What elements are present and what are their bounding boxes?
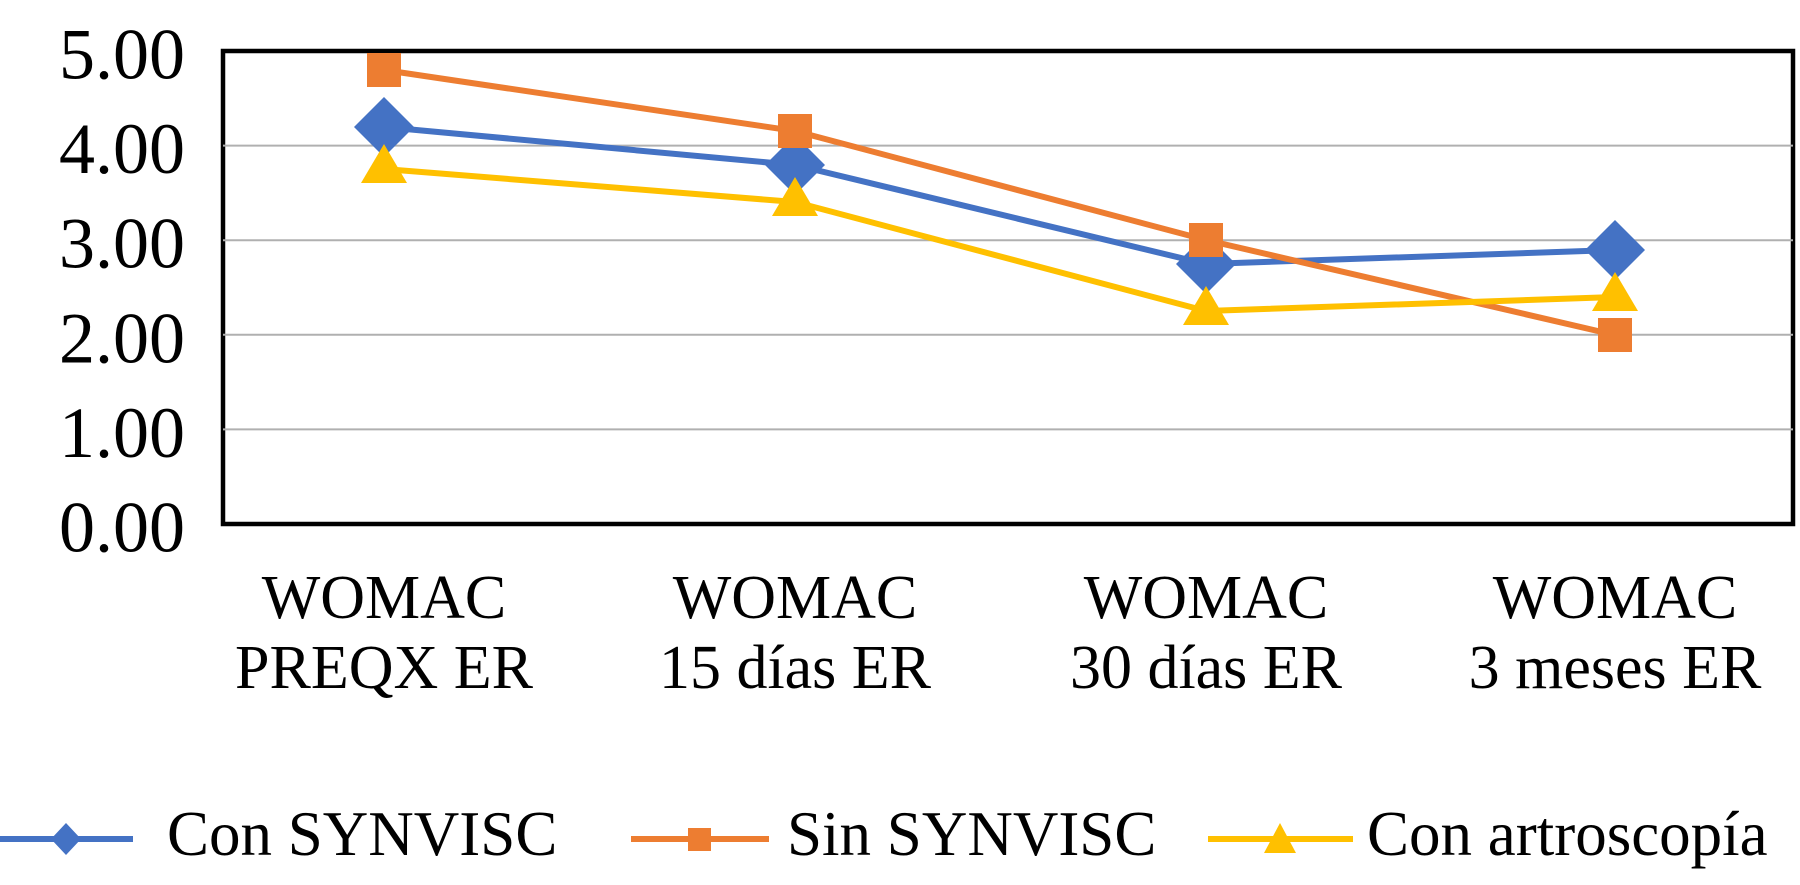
svg-text:Sin SYNVISC: Sin SYNVISC xyxy=(787,799,1156,869)
svg-text:4.00: 4.00 xyxy=(59,109,185,189)
svg-text:WOMAC: WOMAC xyxy=(1493,564,1738,632)
svg-text:WOMAC: WOMAC xyxy=(673,564,918,632)
svg-text:15 días ER: 15 días ER xyxy=(659,634,932,702)
svg-text:Con SYNVISC: Con SYNVISC xyxy=(167,799,557,869)
svg-text:Con artroscopía: Con artroscopía xyxy=(1367,799,1768,869)
svg-text:5.00: 5.00 xyxy=(59,15,185,95)
svg-text:30 días ER: 30 días ER xyxy=(1070,634,1343,702)
svg-text:0.00: 0.00 xyxy=(59,488,185,568)
svg-text:3.00: 3.00 xyxy=(59,204,185,284)
svg-text:WOMAC: WOMAC xyxy=(262,564,507,632)
svg-text:2.00: 2.00 xyxy=(59,298,185,378)
svg-text:PREQX ER: PREQX ER xyxy=(235,634,534,702)
svg-text:WOMAC: WOMAC xyxy=(1084,564,1329,632)
svg-text:3 meses ER: 3 meses ER xyxy=(1469,634,1762,702)
svg-text:1.00: 1.00 xyxy=(59,393,185,473)
